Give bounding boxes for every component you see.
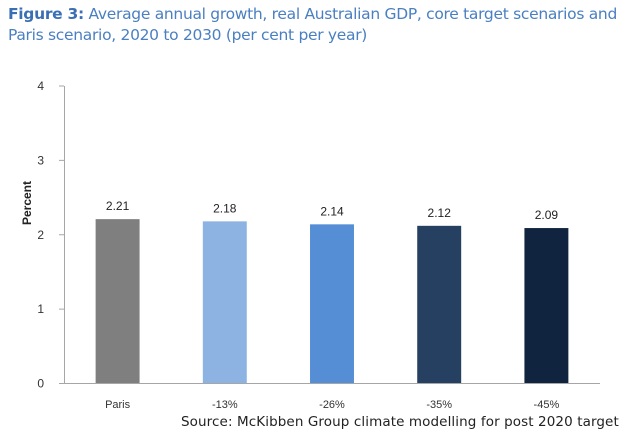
y-tick-label: 3 xyxy=(37,153,44,167)
x-tick-label: -26% xyxy=(319,399,345,411)
y-axis-title: Percent xyxy=(20,181,34,225)
bars xyxy=(95,219,569,384)
figure-caption: Figure 3: Average annual growth, real Au… xyxy=(8,4,633,46)
data-label: 2.12 xyxy=(428,206,452,220)
bar-minus-26pct xyxy=(310,224,354,384)
source-note: Source: McKibben Group climate modelling… xyxy=(181,414,619,430)
data-label: 2.21 xyxy=(106,199,130,213)
x-tick-label: -45% xyxy=(534,399,560,411)
figure-caption-text: Average annual growth, real Australian G… xyxy=(8,5,617,44)
bar-minus-35pct xyxy=(417,225,462,384)
data-labels: 2.21 2.18 2.14 2.12 2.09 xyxy=(106,199,558,222)
y-tick-label: 2 xyxy=(37,228,44,242)
bar-paris xyxy=(95,219,140,384)
figure-label: Figure 3: xyxy=(8,5,84,23)
bar-minus-45pct xyxy=(524,228,569,384)
data-label: 2.18 xyxy=(213,201,237,215)
data-label: 2.14 xyxy=(320,204,344,218)
x-tick-label: -35% xyxy=(426,399,452,411)
bar-minus-13pct xyxy=(202,221,247,384)
y-tick-label: 1 xyxy=(37,302,44,316)
x-tick-label: -13% xyxy=(212,399,238,411)
y-axis-ticks: 0 1 2 3 4 xyxy=(37,79,64,391)
data-label: 2.09 xyxy=(535,208,559,222)
y-tick-label: 4 xyxy=(37,79,44,93)
y-tick-label: 0 xyxy=(37,377,44,391)
x-axis-labels: Paris -13% -26% -35% -45% xyxy=(105,399,559,411)
x-tick-label: Paris xyxy=(105,399,131,411)
